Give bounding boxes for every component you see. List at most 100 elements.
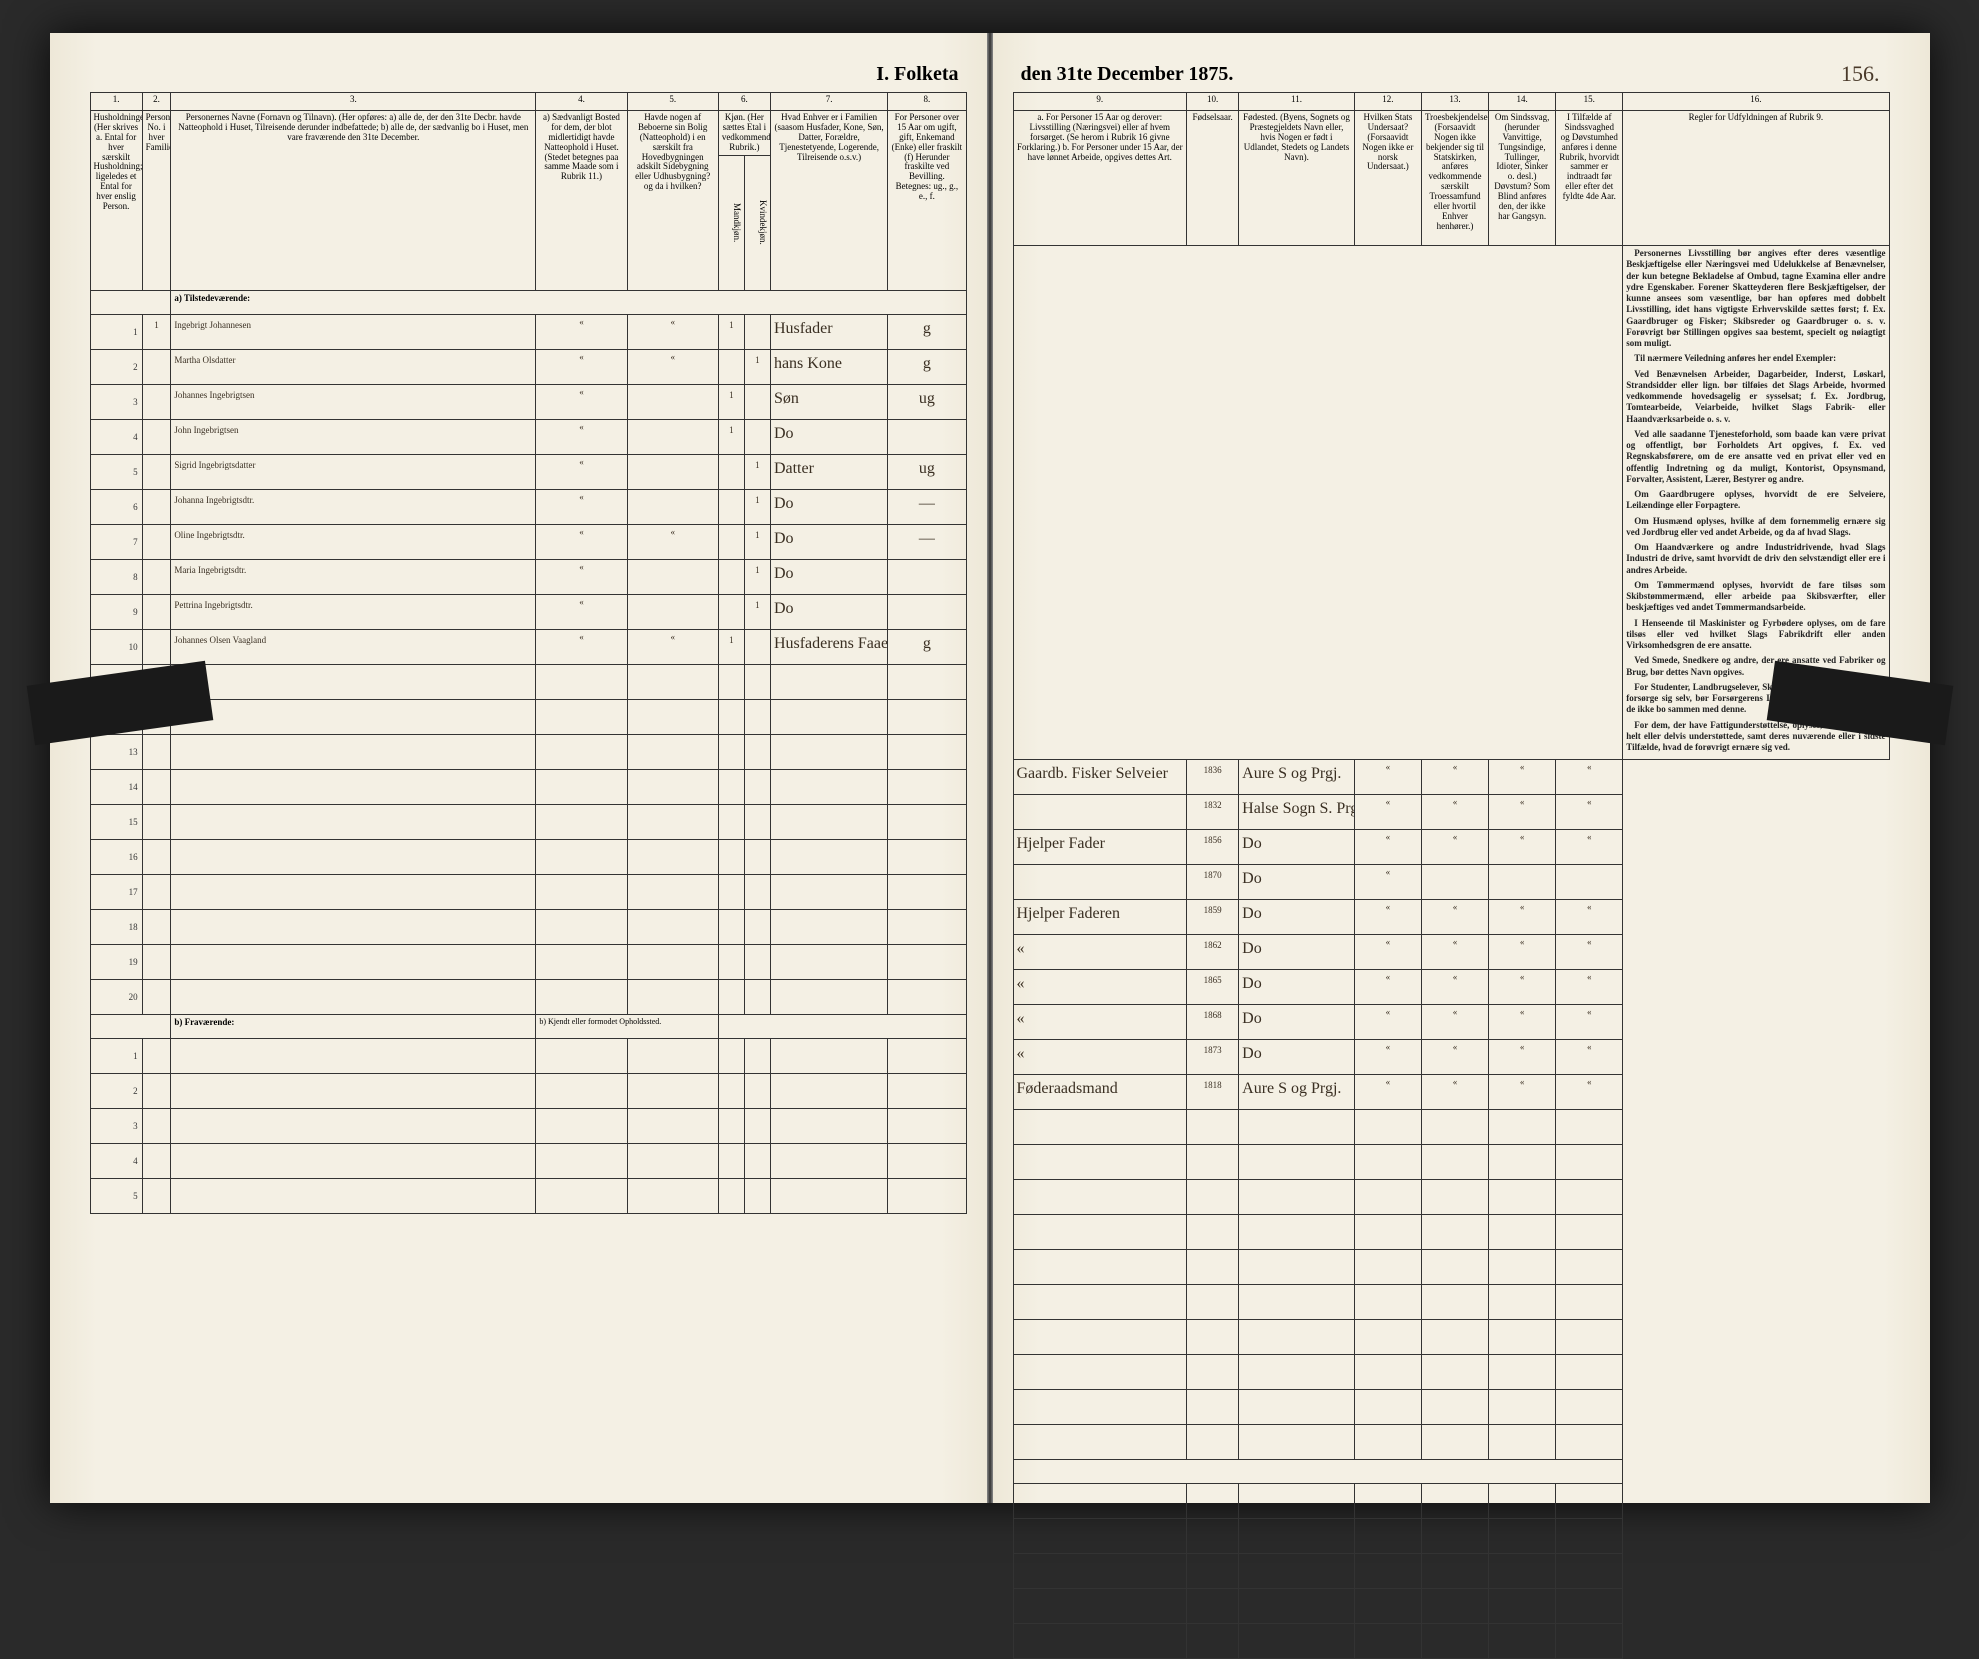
header-c15: I Tilfælde af Sindssvaghed og Døvstumhed… [1556, 111, 1623, 246]
table-row: 4John Ingebrigtsen«1Do [90, 419, 966, 454]
table-row: 1832Halse Sogn S. Prgj.«««« [1013, 795, 1889, 830]
c4: « [536, 384, 627, 419]
row-num: 1 [90, 314, 142, 349]
regler-paragraph: Om Tømmermænd oplyses, hvorvidt de fare … [1626, 580, 1885, 614]
person-name: Sigrid Ingebrigtsdatter [171, 454, 536, 489]
table-row: 3 [90, 1108, 966, 1143]
sex-k: 1 [744, 489, 770, 524]
left-page: I. Folketa 1. 2. 3. 4. 5. 6. 7. 8. Husho… [50, 33, 987, 1503]
birth-year: 1818 [1187, 1075, 1239, 1110]
header-c4: a) Sædvanligt Bosted for dem, der blot m… [536, 111, 627, 291]
section-b-label: b) Fraværende: [171, 1014, 536, 1038]
header-c14: Om Sindssvag, (herunder Vanvittige, Tung… [1489, 111, 1556, 246]
header-c3: Personernes Navne (Fornavn og Tilnavn). … [171, 111, 536, 291]
sex-m [718, 594, 744, 629]
table-row: 1 [90, 1038, 966, 1073]
header-c6b: Kvindekjøn. [744, 155, 770, 290]
occupation [1013, 865, 1187, 900]
household-num [142, 489, 171, 524]
c5 [627, 594, 718, 629]
c13: « [1421, 795, 1488, 830]
sex-k: 1 [744, 349, 770, 384]
table-row [1013, 1589, 1889, 1624]
occupation [1013, 795, 1187, 830]
civil-status [888, 419, 966, 454]
birthplace: Do [1239, 865, 1355, 900]
person-name: Maria Ingebrigtsdtr. [171, 559, 536, 594]
census-table-left: 1. 2. 3. 4. 5. 6. 7. 8. Husholdninger. (… [90, 92, 967, 1214]
regler-paragraph: Om Gaardbrugere oplyses, hvorvidt de ere… [1626, 489, 1885, 512]
colnum: 5. [627, 93, 718, 111]
right-page: 156. den 31te December 1875. 9. 10. 11. … [993, 33, 1930, 1503]
birthplace: Do [1239, 900, 1355, 935]
c14: « [1489, 1075, 1556, 1110]
c12: « [1354, 795, 1421, 830]
c14 [1489, 865, 1556, 900]
c12: « [1354, 1075, 1421, 1110]
table-row [1013, 1519, 1889, 1554]
header-c16: Regler for Udfyldningen af Rubrik 9. [1623, 111, 1889, 246]
c4: « [536, 489, 627, 524]
title-left: I. Folketa [90, 63, 967, 86]
c15: « [1556, 760, 1623, 795]
c14: « [1489, 1040, 1556, 1075]
table-row [1013, 1554, 1889, 1589]
c15: « [1556, 935, 1623, 970]
regler-paragraph: Ved alle saadanne Tjenesteforhold, som b… [1626, 429, 1885, 485]
c5: « [627, 349, 718, 384]
c5: « [627, 314, 718, 349]
row-num: 10 [90, 629, 142, 664]
c12: « [1354, 935, 1421, 970]
birth-year: 1868 [1187, 1005, 1239, 1040]
table-row [1013, 1285, 1889, 1320]
person-name: Pettrina Ingebrigtsdtr. [171, 594, 536, 629]
table-row [1013, 1624, 1889, 1659]
regler-paragraph: I Henseende til Maskinister og Fyrbødere… [1626, 618, 1885, 652]
birthplace: Do [1239, 1005, 1355, 1040]
table-row: Føderaadsmand1818Aure S og Prgj.«««« [1013, 1075, 1889, 1110]
c12: « [1354, 865, 1421, 900]
person-name: Martha Olsdatter [171, 349, 536, 384]
regler-paragraph: Til nærmere Veiledning anføres her endel… [1626, 353, 1885, 364]
colnum: 10. [1187, 93, 1239, 111]
civil-status [888, 594, 966, 629]
household-num [142, 629, 171, 664]
c5: « [627, 629, 718, 664]
colnum: 14. [1489, 93, 1556, 111]
c5 [627, 384, 718, 419]
table-row: 19 [90, 944, 966, 979]
sex-m [718, 454, 744, 489]
sex-k: 1 [744, 524, 770, 559]
regler-paragraph: Ved Benævnelsen Arbeider, Dagarbeider, I… [1626, 369, 1885, 425]
row-num: 7 [90, 524, 142, 559]
c15: « [1556, 795, 1623, 830]
row-num: 3 [90, 384, 142, 419]
colnum: 8. [888, 93, 966, 111]
row-num: 9 [90, 594, 142, 629]
occupation: « [1013, 1040, 1187, 1075]
table-row [1013, 1425, 1889, 1460]
c13 [1421, 865, 1488, 900]
civil-status: — [888, 524, 966, 559]
header-c12: Hvilken Stats Undersaat? (Forsaavidt Nog… [1354, 111, 1421, 246]
table-row: 5 [90, 1178, 966, 1213]
c13: « [1421, 760, 1488, 795]
table-row [1013, 1180, 1889, 1215]
table-row: 13 [90, 734, 966, 769]
c5 [627, 489, 718, 524]
c12: « [1354, 1040, 1421, 1075]
table-row: «1873Do«««« [1013, 1040, 1889, 1075]
table-row: 16 [90, 839, 966, 874]
c13: « [1421, 830, 1488, 865]
birth-year: 1865 [1187, 970, 1239, 1005]
regler-paragraph: Om Haandværkere og andre Industridrivend… [1626, 542, 1885, 576]
person-name: Ingebrigt Johannesen [171, 314, 536, 349]
household-num [142, 559, 171, 594]
section-a-label: a) Tilstedeværende: [171, 290, 966, 314]
civil-status: g [888, 314, 966, 349]
sex-k: 1 [744, 559, 770, 594]
header-c6a: Mandkjøn. [718, 155, 744, 290]
c4: « [536, 629, 627, 664]
family-pos: Do [770, 594, 887, 629]
c14: « [1489, 1005, 1556, 1040]
